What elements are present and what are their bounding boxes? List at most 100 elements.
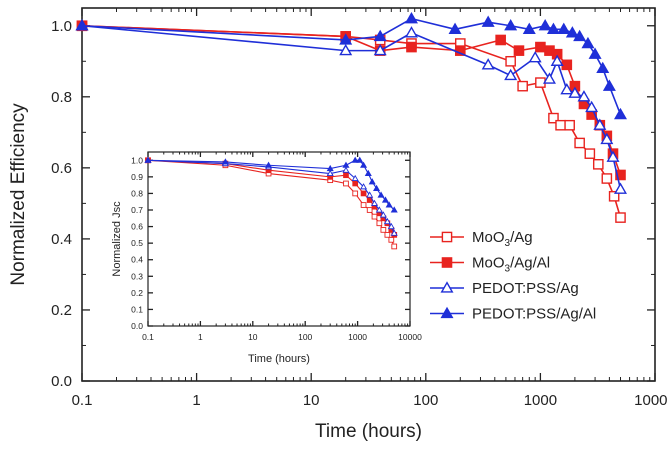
inset-series-0-point (343, 180, 349, 187)
series-3-point (339, 33, 353, 45)
legend-label: PEDOT:PSS/Ag (472, 280, 579, 297)
series-1-point (513, 45, 525, 56)
inset-series-3-point (390, 206, 398, 213)
legend-label-main: MoO (472, 255, 505, 272)
series-0-point (564, 119, 575, 131)
inset-series-0-point (366, 207, 373, 213)
legend-item-1: MoO3/Ag/Al (430, 255, 550, 275)
inset-series-1-point (360, 190, 367, 197)
series-1-point (406, 41, 417, 53)
inset-y-tick-label: 0.8 (131, 188, 143, 198)
inset-x-axis-label: Time (hours) (248, 353, 310, 365)
inset-x-tick-label: 10 (248, 332, 258, 342)
x-tick-label: 1 (192, 392, 200, 409)
main-plot: 0.1 1 10 100 1000 10000 0.0 0.2 0.4 0.6 0.8 1.0 Time… (8, 7, 668, 442)
series-3-point (448, 22, 462, 34)
series-1-point (615, 169, 626, 181)
series-3-point (404, 11, 418, 24)
legend-marker (440, 281, 454, 293)
inset-series-2-point (383, 217, 391, 225)
inset-x-tick-label: 1 (198, 332, 203, 342)
series-2-point (568, 86, 582, 98)
inset-series-2-point (387, 222, 395, 230)
legend-item-3: PEDOT:PSS/Ag/Al (430, 306, 596, 323)
inset-series-2-point (326, 169, 334, 177)
inset-series-2-point (379, 211, 387, 218)
series-1-point (561, 59, 573, 71)
legend-label: PEDOT:PSS/Ag/Al (472, 306, 596, 323)
inset-series-2-point (375, 206, 383, 213)
series-0-point (505, 55, 516, 67)
inset-series-3-point (326, 164, 334, 172)
inset-y-tick-label: 0.0 (131, 321, 143, 331)
series-2-point (577, 90, 591, 102)
series-0-point (548, 112, 559, 124)
series-3-point (588, 47, 602, 59)
inset-series-0-point (391, 243, 398, 250)
inset-y-tick-label: 0.7 (131, 205, 143, 215)
legend-label: MoO3/Ag (472, 229, 533, 249)
series-3-point (557, 22, 571, 34)
series-3-point (546, 22, 560, 34)
series-3-point (565, 26, 579, 38)
inset-y-tick-label: 1.0 (131, 155, 143, 165)
legend-marker (441, 257, 453, 268)
inset-y-tick-label: 0.5 (131, 238, 143, 248)
inset-series-3-point (265, 161, 273, 168)
inset-series-1-point (343, 172, 349, 179)
inset-series-2-point (351, 174, 359, 182)
series-0-point (592, 159, 604, 170)
series-1-point (535, 41, 546, 53)
inset-series-3-point (144, 156, 152, 163)
legend-marker (441, 231, 453, 243)
series-3-point (538, 19, 552, 31)
x-tick-label: 1000 (524, 392, 557, 409)
y-tick-label: 0.8 (51, 89, 72, 106)
series-0-point (584, 148, 596, 159)
x-tick-label: 100 (413, 392, 438, 409)
series-3-point (596, 61, 610, 74)
series-2-point (550, 54, 564, 66)
series-3-point (573, 29, 587, 42)
inset-series-3-point (364, 169, 372, 177)
series-0-point (615, 212, 626, 223)
series-0-point (608, 190, 620, 202)
series-2-point (600, 132, 614, 145)
inset-series-3-point (377, 191, 385, 198)
inset-series-0-point (371, 213, 378, 220)
inset-x-tick-label: 1000 (348, 332, 367, 342)
series-3-point (75, 19, 89, 31)
series-2-point (560, 82, 574, 95)
inset-series-3-point (368, 178, 376, 185)
series-2-point (339, 43, 353, 56)
inset-series-2-point (360, 183, 368, 190)
inset-series-0-point (384, 232, 391, 238)
legend-label-main: MoO (472, 229, 505, 246)
inset-series-0-point (360, 202, 367, 208)
y-tick-label: 0.6 (51, 160, 72, 177)
inset-series-0-point (352, 190, 359, 197)
inset-series-3-point (385, 201, 393, 208)
inset-series-3-point (351, 156, 359, 163)
series-3-point (602, 79, 616, 91)
series-2-point (481, 58, 495, 70)
inset-x-tick-label: 0.1 (142, 332, 154, 342)
series-0-point (601, 173, 613, 184)
series-2-point (614, 182, 627, 194)
inset-plot-frame (147, 151, 411, 327)
inset-series-2-point (366, 191, 374, 198)
legend-item-0: MoO3/Ag (430, 229, 533, 249)
inset-y-tick-label: 0.2 (131, 288, 143, 298)
y-tick-label: 1.0 (51, 18, 72, 35)
inset-y-tick-label: 0.6 (131, 222, 143, 232)
inset-series-0-point (380, 227, 387, 233)
y-tick-label: 0.0 (51, 373, 72, 390)
legend-label-rest: /Ag/Al (510, 255, 550, 272)
x-tick-label: 0.1 (72, 392, 93, 409)
plot-frame (81, 7, 656, 382)
series-3-point (504, 19, 518, 31)
series-3-point (522, 22, 536, 34)
y-tick-label: 0.4 (51, 231, 72, 248)
inset-y-tick-label: 0.4 (131, 255, 143, 265)
legend-marker (440, 306, 454, 319)
